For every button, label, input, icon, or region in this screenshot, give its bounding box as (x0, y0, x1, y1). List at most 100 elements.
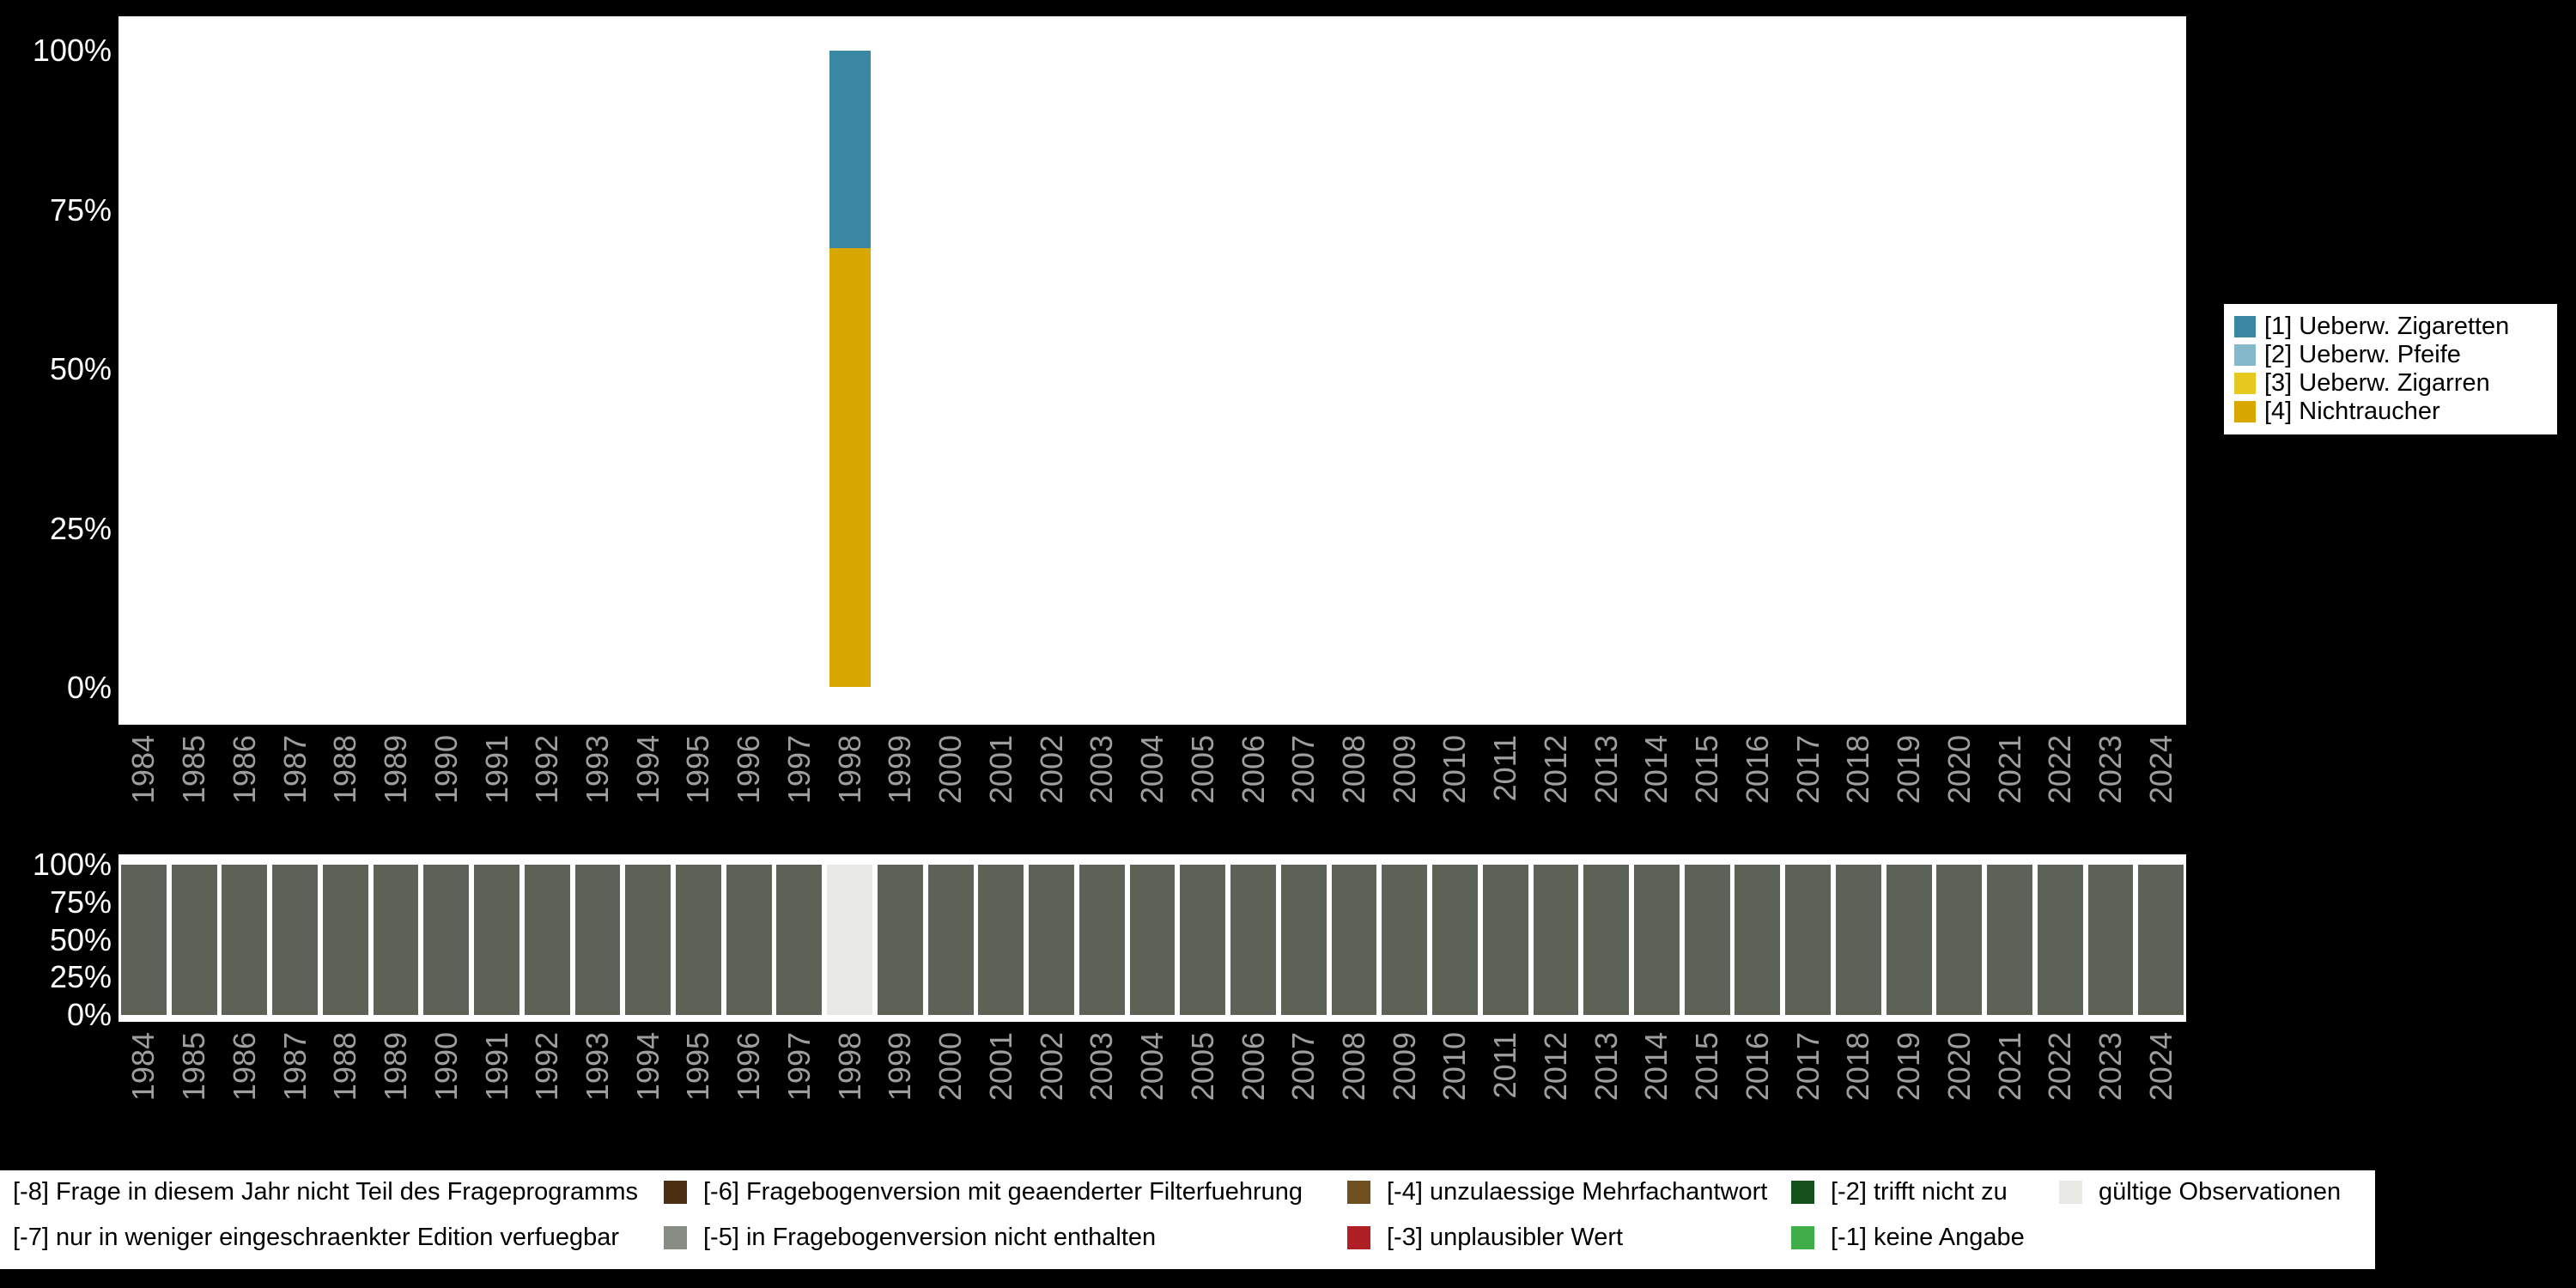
bar-slot (1833, 51, 1884, 687)
bar-slot (471, 865, 522, 1015)
x-tick: 2001 (975, 1032, 1026, 1133)
bar-slot (1379, 51, 1430, 687)
x-tick-label: 1987 (276, 1032, 313, 1102)
x-tick-label: 1988 (327, 1032, 363, 1102)
x-tick-label: 1992 (529, 1032, 565, 1102)
legend-item: [2] Ueberw. Pfeife (2234, 341, 2547, 369)
x-tick-label: 1993 (579, 1032, 615, 1102)
x-tick: 2015 (1682, 735, 1733, 836)
bar-slot (1884, 51, 1935, 687)
bar-stack (1230, 865, 1276, 1015)
bar-segment (1129, 865, 1176, 1015)
bar-stack (423, 865, 470, 1015)
bar-stack (927, 865, 974, 1015)
bar-segment (474, 865, 519, 1015)
x-tick-label: 1996 (731, 735, 767, 805)
bar-slot (1026, 51, 1077, 687)
bar-stack (1936, 865, 1983, 1015)
bar-stack (524, 865, 570, 1015)
bar-stack (776, 865, 823, 1015)
x-tick: 1993 (573, 1032, 623, 1133)
bar-slot (1934, 865, 1984, 1015)
bar-slot (219, 51, 270, 687)
bar-segment (1936, 865, 1983, 1015)
x-tick-label: 1995 (680, 735, 716, 805)
bar-segment (978, 865, 1024, 1015)
bar-slot (1934, 51, 1984, 687)
bar-slot (118, 51, 169, 687)
y-tick-label: 75% (49, 884, 112, 920)
x-tick: 2010 (1430, 735, 1480, 836)
bar-stack (2090, 51, 2131, 687)
bar-slot (2136, 865, 2186, 1015)
bar-stack (222, 865, 268, 1015)
bar-slot (673, 865, 724, 1015)
x-tick: 1993 (573, 735, 623, 836)
legend-swatch (2234, 316, 2256, 337)
missing-legend-item: gültige Observationen (2059, 1175, 2341, 1209)
bar-slot (2086, 51, 2136, 687)
x-tick: 2000 (926, 1032, 976, 1133)
bar-stack (272, 865, 318, 1015)
x-tick-label: 2021 (1991, 735, 2027, 805)
bar-slot (875, 51, 926, 687)
bar-segment (1633, 865, 1680, 1015)
bar-stack (1129, 865, 1176, 1015)
bar-segment (1987, 865, 2032, 1015)
bar-stack (1788, 51, 1829, 687)
bar-segment (1230, 865, 1276, 1015)
bar-slot (270, 865, 320, 1015)
bar-slot (1783, 51, 1833, 687)
bar-segment (776, 865, 823, 1015)
x-tick: 2024 (2136, 735, 2186, 836)
missing-legend-swatch (664, 1225, 687, 1249)
bar-slot (1833, 865, 1884, 1015)
x-tick-label: 1986 (226, 735, 262, 805)
bar-stack (1334, 51, 1375, 687)
bar-segment (120, 865, 167, 1015)
bar-slot (1077, 865, 1127, 1015)
x-tick-label: 1994 (629, 1032, 665, 1102)
bottom-plot-area (118, 865, 2186, 1015)
x-tick-label: 2020 (1941, 1032, 1977, 1102)
x-tick-label: 1994 (629, 735, 665, 805)
bar-slot (673, 51, 724, 687)
x-tick-label: 2017 (1789, 735, 1826, 805)
bar-stack (1633, 865, 1680, 1015)
bar-stack (120, 865, 167, 1015)
bar-slot (824, 865, 875, 1015)
missing-legend-item: [-3] unplausibler Wert (1347, 1220, 1623, 1255)
x-tick: 2019 (1884, 735, 1935, 836)
bar-segment (1280, 865, 1327, 1015)
legend-item-label: [3] Ueberw. Zigarren (2264, 369, 2490, 397)
y-tick-label: 0% (66, 997, 112, 1032)
x-tick-label: 2002 (1033, 735, 1069, 805)
x-tick: 2012 (1531, 1032, 1582, 1133)
bar-stack (1636, 51, 1677, 687)
bar-slot (975, 51, 1026, 687)
missing-legend-swatch (1791, 1225, 1814, 1249)
bar-slot (1783, 865, 1833, 1015)
missing-legend-label: [-3] unplausibler Wert (1387, 1223, 1624, 1251)
x-tick: 2002 (1026, 1032, 1077, 1133)
bar-slot (573, 865, 623, 1015)
missing-legend-item: [-6] Fragebogenversion mit geaenderter F… (664, 1175, 1303, 1209)
bar-slot (522, 865, 573, 1015)
x-tick: 1999 (875, 1032, 926, 1133)
bar-slot (1733, 865, 1783, 1015)
y-tick-label: 100% (32, 847, 112, 882)
legend-item-label: [2] Ueberw. Pfeife (2264, 341, 2461, 368)
bar-segment (574, 865, 621, 1015)
bottom-x-axis: 1984 1985 1986 1987 1988 1989 1990 1991 1992 1993… (118, 1032, 2186, 1133)
bar-slot (926, 51, 976, 687)
x-tick: 1994 (623, 735, 673, 836)
bar-segment (2087, 865, 2134, 1015)
bar-stack (1331, 865, 1377, 1015)
bar-slot (421, 865, 471, 1015)
x-tick-label: 2024 (2142, 735, 2178, 805)
bar-stack (728, 51, 769, 687)
legend-item: [3] Ueberw. Zigarren (2234, 369, 2547, 398)
missing-legend-item: [-4] unzulaessige Mehrfachantwort (1347, 1175, 1767, 1209)
x-tick-label: 2006 (1235, 1032, 1271, 1102)
bar-stack (1989, 51, 2030, 687)
